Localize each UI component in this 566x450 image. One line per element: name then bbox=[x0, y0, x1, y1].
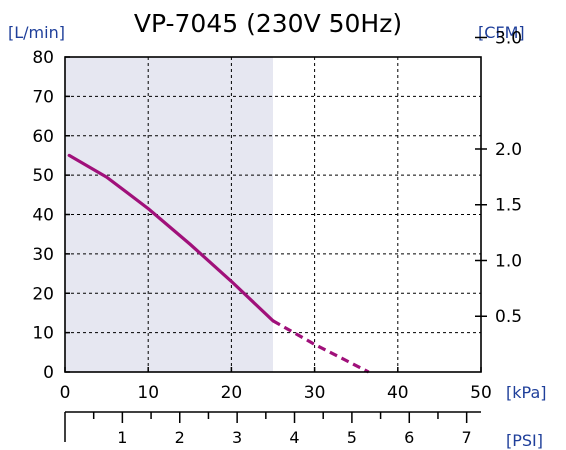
y-tick-label: 50 bbox=[32, 166, 54, 186]
y-tick-label: 80 bbox=[32, 48, 54, 68]
psi-tick-label: 1 bbox=[117, 428, 127, 447]
y-axis-unit-label: [L/min] bbox=[8, 23, 65, 42]
y2-tick-label: 3.0 bbox=[495, 28, 522, 48]
y2-tick-label: 2.0 bbox=[495, 140, 522, 160]
flow-curve bbox=[67, 153, 370, 374]
x-tick-label: 0 bbox=[60, 383, 71, 403]
x-tick-label: 40 bbox=[387, 383, 409, 403]
y-tick-label: 10 bbox=[32, 324, 54, 344]
y2-tick-label: 1.5 bbox=[495, 196, 522, 216]
psi-tick-label: 5 bbox=[347, 428, 357, 447]
psi-tick-label: 6 bbox=[404, 428, 414, 447]
y2-axis-unit-label: [CFM] bbox=[478, 23, 525, 42]
y-tick-label: 60 bbox=[32, 127, 54, 147]
y-tick-label: 70 bbox=[32, 87, 54, 107]
y2-tick-label: 0.5 bbox=[495, 307, 522, 327]
x2-axis-unit-label: [PSI] bbox=[506, 431, 543, 450]
y-tick-label: 20 bbox=[32, 284, 54, 304]
y-tick-label: 0 bbox=[43, 363, 54, 383]
chart-title: VP-7045 (230V 50Hz) bbox=[134, 9, 402, 38]
psi-axis: 1 2 3 4 5 6 7 bbox=[64, 411, 481, 447]
flow-curve-solid bbox=[67, 153, 275, 323]
tick-marks bbox=[64, 36, 487, 373]
x-tick-label: 10 bbox=[137, 383, 159, 403]
y2-tick-label: 1.0 bbox=[495, 251, 522, 271]
tick-labels: 0 10 20 30 40 50 60 70 80 0 10 20 30 40 50 0.5 1.0 1.5 2.0… bbox=[32, 28, 522, 403]
x-tick-label: 50 bbox=[470, 383, 492, 403]
psi-tick-label: 4 bbox=[289, 428, 299, 447]
psi-tick-label: 7 bbox=[462, 428, 472, 447]
y-tick-label: 40 bbox=[32, 206, 54, 226]
psi-tick-label: 2 bbox=[175, 428, 185, 447]
psi-tick-label: 3 bbox=[232, 428, 242, 447]
x-tick-label: 20 bbox=[221, 383, 243, 403]
x-tick-label: 30 bbox=[304, 383, 326, 403]
x-axis-unit-label: [kPa] bbox=[506, 383, 546, 402]
grid bbox=[65, 57, 481, 372]
flow-curve-dashed bbox=[272, 319, 370, 374]
y-tick-label: 30 bbox=[32, 245, 54, 265]
